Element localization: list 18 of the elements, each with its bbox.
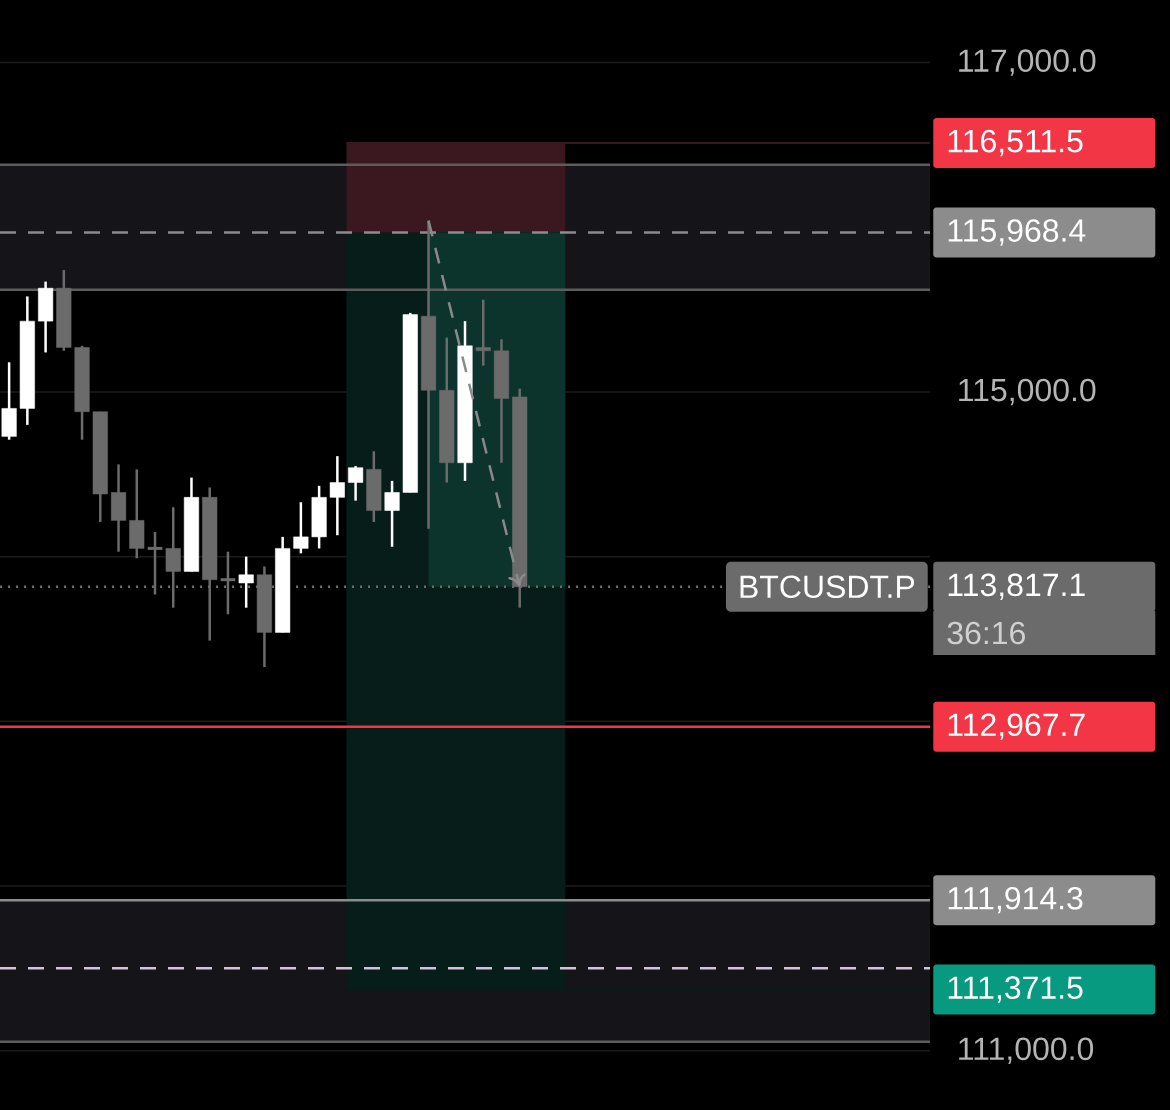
candlestick — [165, 505, 181, 609]
band-label: 116,511.5 — [948, 129, 1083, 157]
text: 36:16 — [947, 621, 1025, 645]
band-label: 111,371.5 — [948, 976, 1083, 1003]
ref-line-label: 115,968.4 — [948, 219, 1086, 246]
ref-line-label: 112,967.7 — [948, 713, 1085, 740]
candlestick — [329, 454, 345, 537]
candlestick — [238, 555, 254, 609]
annotation: BTCUSDT.P — [740, 575, 915, 599]
ref-line-label: 113,817.1 — [948, 573, 1085, 600]
candlestick — [475, 298, 491, 367]
ref-line-label: 111,914.3 — [948, 886, 1083, 914]
candlestick — [293, 501, 309, 555]
y-tick-label: 115,000.0 — [959, 378, 1096, 406]
y-tick-label: 111,000.0 — [959, 1037, 1094, 1064]
y-tick-label: 117,000.0 — [959, 49, 1096, 76]
candlestick — [384, 479, 400, 549]
candlestick — [348, 464, 364, 502]
